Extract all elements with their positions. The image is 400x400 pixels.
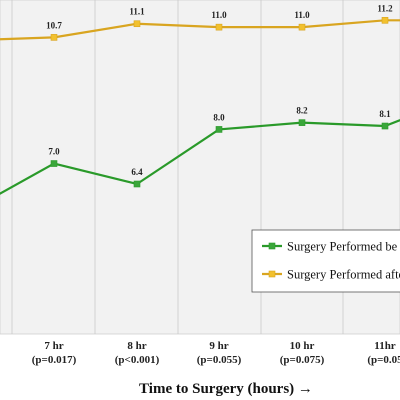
data-label-1-4: 8.2 [296, 106, 308, 116]
x-tick-pvalue-2: (p<0.001) [115, 354, 160, 366]
series-0: 10.7 11.1 11.0 11.0 11.2 [0, 3, 400, 41]
data-label-1-5: 8.1 [379, 109, 391, 119]
data-point-1-4 [298, 119, 306, 126]
x-tick-labels: 7 hr (p=0.017) 8 hr (p<0.001) 9 hr (p=0.055) 1… [32, 340, 400, 366]
x-tick-label-5: 11hr [374, 340, 396, 352]
x-tick-label-1: 7 hr [44, 340, 63, 352]
x-tick-pvalue-5: (p=0.05 [367, 354, 400, 366]
data-label-0-5: 11.2 [377, 3, 393, 13]
legend-marker-1 [268, 270, 276, 278]
x-axis-label: Time to Surgery (hours) → [139, 381, 313, 397]
x-tick-label-3: 9 hr [209, 340, 228, 352]
data-point-1-5 [381, 122, 389, 130]
data-label-0-4: 11.0 [294, 10, 310, 20]
x-tick-label-2: 8 hr [127, 340, 146, 352]
x-tick-label-4: 10 hr [290, 340, 315, 352]
legend-entry-0: Surgery Performed be [287, 240, 398, 254]
data-label-0-1: 10.7 [46, 20, 62, 30]
data-point-0-1 [50, 34, 58, 41]
x-tick-pvalue-3: (p=0.055) [197, 354, 242, 366]
data-point-0-2 [133, 20, 141, 28]
data-label-0-3: 11.0 [211, 10, 227, 20]
data-label-0-2: 11.1 [129, 7, 145, 17]
data-point-1-1 [50, 160, 58, 167]
x-tick-pvalue-1: (p=0.017) [32, 354, 77, 366]
data-label-1-3: 8.0 [213, 112, 225, 122]
legend-marker-0 [268, 242, 276, 250]
data-point-0-3 [215, 23, 223, 31]
series-1: 7.0 6.4 8.0 8.2 8.1 [0, 106, 400, 195]
legend: Surgery Performed be Surgery Performed af… [251, 229, 400, 293]
legend-entry-1: Surgery Performed after [287, 268, 400, 282]
x-tick-pvalue-4: (p=0.075) [280, 354, 325, 366]
data-point-0-5 [381, 17, 389, 24]
series-layer: 10.7 11.1 11.0 11.0 11.2 7.0 6.4 8.0 8.2 8.1 [0, 3, 400, 195]
data-label-1-2: 6.4 [131, 167, 143, 177]
data-point-1-3 [215, 126, 223, 133]
data-point-1-2 [133, 180, 141, 188]
data-point-0-4 [298, 23, 306, 31]
grid-lines [11, 0, 344, 334]
legend-box [251, 229, 400, 293]
data-label-1-1: 7.0 [48, 147, 60, 157]
